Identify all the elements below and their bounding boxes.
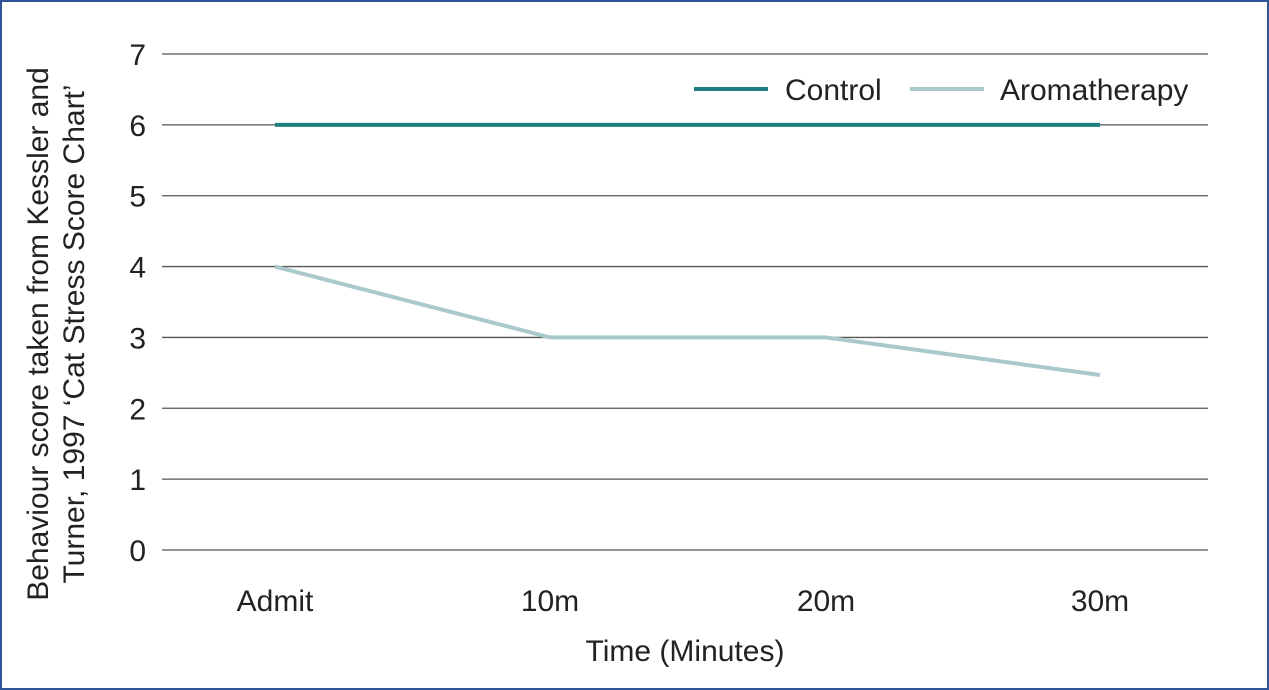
y-tick-label: 6 (129, 110, 146, 143)
gridlines (162, 53, 1208, 551)
x-tick-label: Admit (237, 585, 314, 618)
series-line-aromatherapy (274, 264, 1101, 377)
legend-label: Control (785, 74, 882, 107)
legend-item-control: Control (694, 74, 882, 107)
y-tick-label: 7 (129, 39, 146, 72)
y-tick-label: 4 (129, 252, 146, 285)
y-axis-title-line-1: Behaviour score taken from Kessler and (22, 67, 55, 601)
x-tick-labels: Admit 10m 20m 30m (237, 585, 1130, 618)
y-tick-labels: 0 1 2 3 4 5 6 7 (129, 39, 146, 568)
series-lines (274, 122, 1101, 377)
x-axis-title: Time (Minutes) (586, 635, 785, 668)
x-tick-label: 10m (521, 585, 579, 618)
y-tick-label: 5 (129, 181, 146, 214)
y-tick-label: 2 (129, 393, 146, 426)
y-tick-label: 3 (129, 322, 146, 355)
legend-label: Aromatherapy (1000, 74, 1188, 107)
y-axis-title: Behaviour score taken from Kessler and T… (22, 67, 91, 601)
y-axis-title-line-2: Turner, 1997 ‘Cat Stress Score Chart’ (58, 84, 91, 583)
y-tick-label: 0 (129, 535, 146, 568)
legend-item-aromatherapy: Aromatherapy (910, 74, 1188, 107)
y-tick-label: 1 (129, 464, 146, 497)
legend: Control Aromatherapy (694, 74, 1188, 107)
x-tick-label: 30m (1071, 585, 1129, 618)
x-tick-label: 20m (797, 585, 855, 618)
